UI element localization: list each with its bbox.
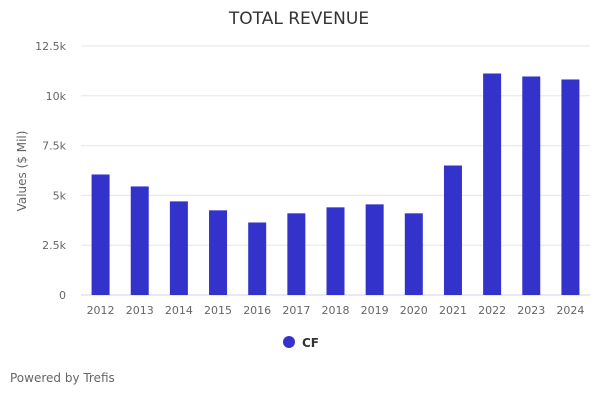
y-tick-label: 10k [46,90,67,103]
x-tick-label: 2015 [204,304,232,317]
x-tick-label: 2013 [126,304,154,317]
y-tick-label: 5k [53,189,67,202]
x-tick-label: 2012 [87,304,115,317]
bar-2018[interactable] [326,207,345,295]
x-tick-label: 2017 [282,304,310,317]
bar-2014[interactable] [169,201,188,295]
legend-marker [283,336,295,348]
y-tick-label: 2.5k [42,239,66,252]
x-tick-label: 2018 [322,304,350,317]
bar-2021[interactable] [443,165,462,295]
bar-2020[interactable] [404,213,423,295]
y-axis-label: Values ($ Mil) [15,131,29,212]
x-tick-label: 2022 [478,304,506,317]
bar-2012[interactable] [91,174,110,295]
y-tick-label: 0 [59,289,66,302]
legend-item-cf[interactable]: CF [283,336,319,350]
x-tick-label: 2020 [400,304,428,317]
x-tick-label: 2016 [243,304,271,317]
credit-text: Powered by Trefis [10,371,115,385]
y-tick-label: 7.5k [42,140,66,153]
x-tick-label: 2014 [165,304,193,317]
legend-label: CF [302,336,319,350]
bar-2024[interactable] [561,79,580,295]
x-tick-label: 2019 [361,304,389,317]
chart-title: TOTAL REVENUE [228,9,369,29]
bar-2022[interactable] [483,73,502,296]
bar-2017[interactable] [287,213,306,295]
bar-2019[interactable] [365,204,384,295]
bar-2015[interactable] [209,210,228,295]
bar-2016[interactable] [248,222,267,295]
x-tick-label: 2023 [517,304,545,317]
x-tick-label: 2024 [556,304,584,317]
bar-2023[interactable] [522,76,541,295]
bar-2013[interactable] [130,186,149,295]
y-tick-label: 12.5k [35,40,66,53]
x-tick-label: 2021 [439,304,467,317]
